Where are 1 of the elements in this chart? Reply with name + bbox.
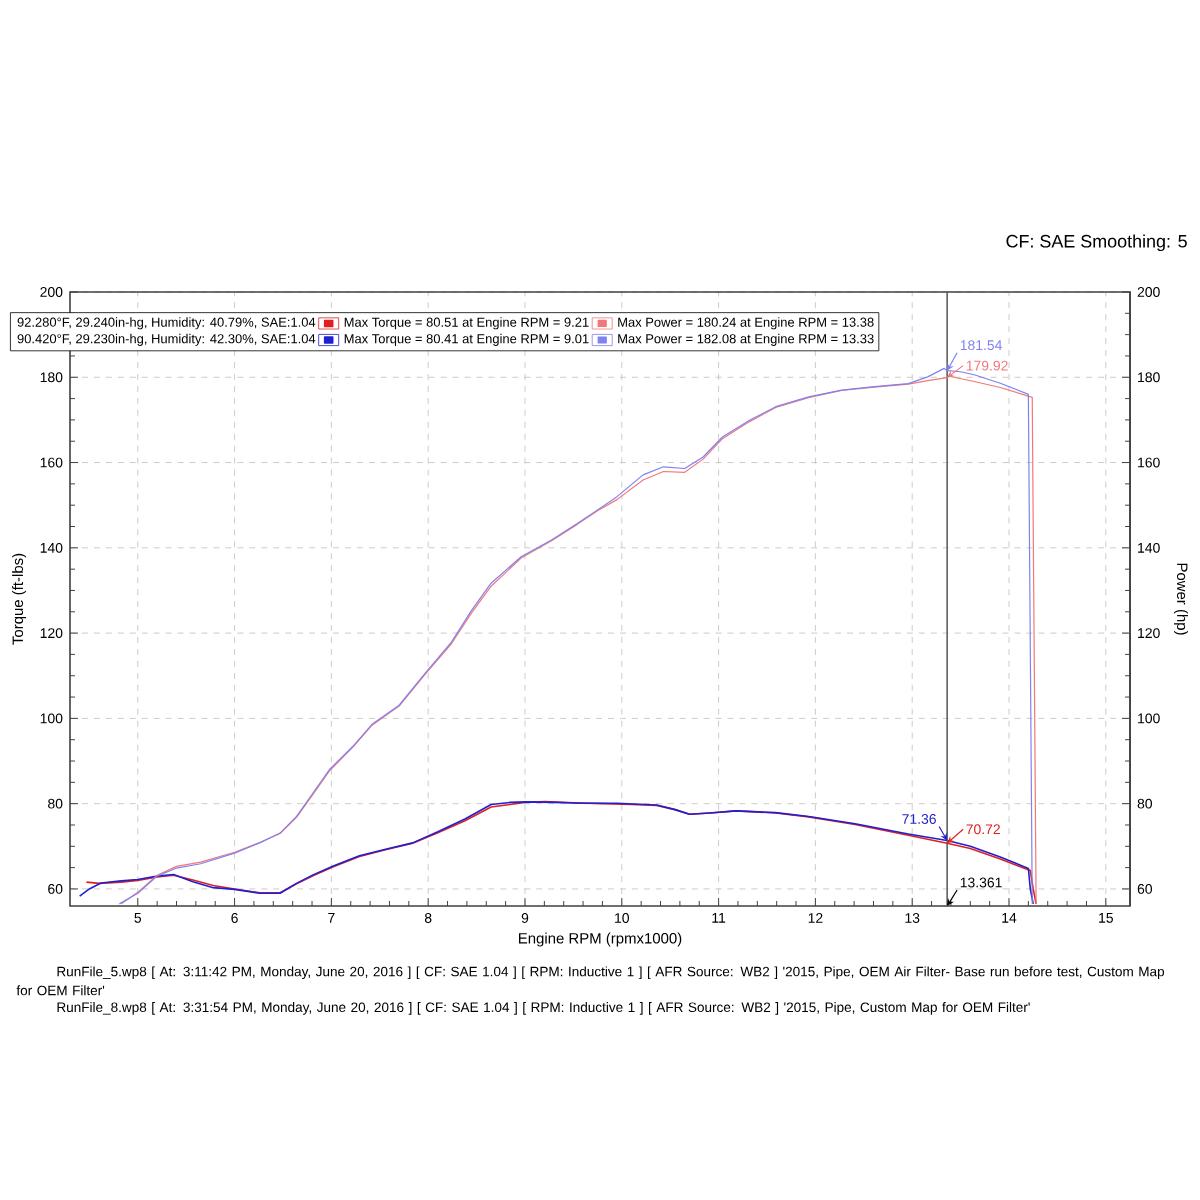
chart-subtitle: CF: SAE Smoothing: 5 [1006, 234, 1187, 252]
